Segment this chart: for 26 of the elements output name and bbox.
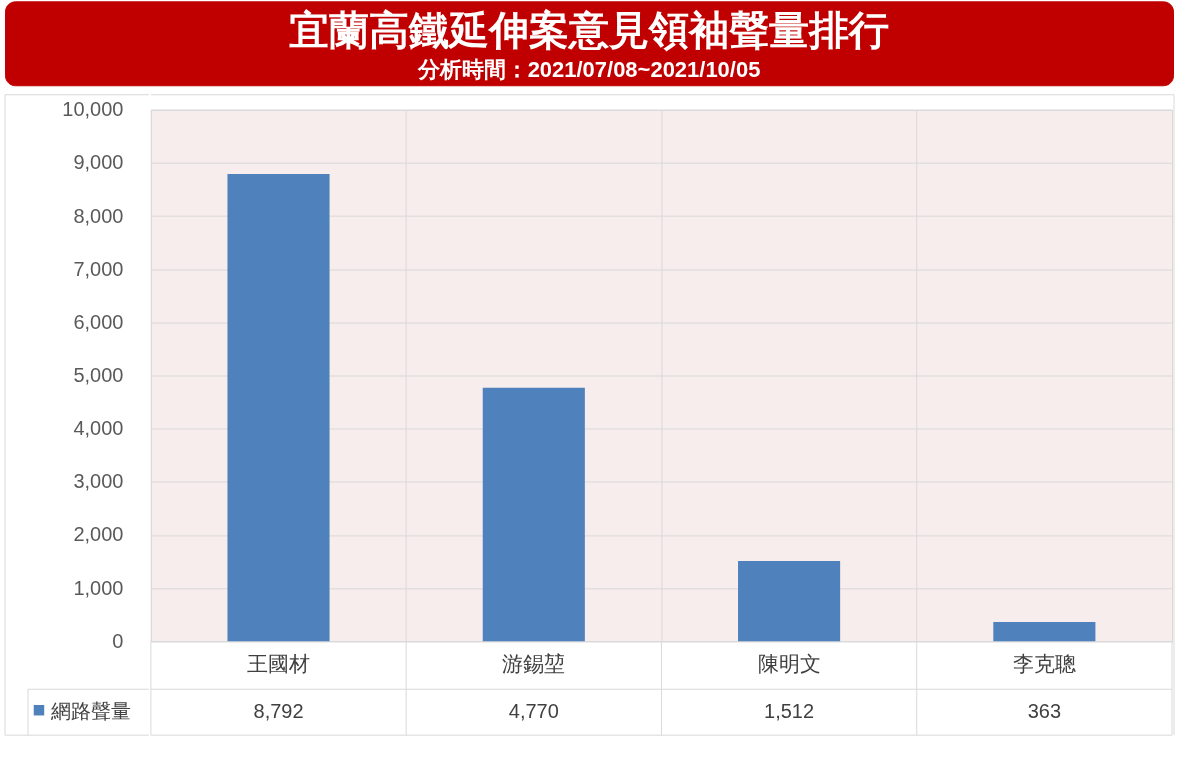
x-tick-label: 游錫堃 <box>502 651 566 675</box>
bar <box>993 621 1096 642</box>
y-tick-label: 4,000 <box>73 417 124 440</box>
y-tick-label: 8,000 <box>73 204 124 227</box>
data-label: 8,792 <box>253 700 304 723</box>
x-tick-label: 李克聰 <box>1012 651 1076 675</box>
data-label: 1,512 <box>764 700 815 723</box>
data-label: 363 <box>1027 700 1062 723</box>
y-tick-label: 3,000 <box>73 470 124 493</box>
legend-label: 網路聲量 <box>49 700 131 723</box>
chart-subtitle: 分析時間：2021/07/08~2021/10/05 <box>416 57 761 83</box>
x-tick-label: 王國材 <box>247 651 311 675</box>
y-tick-label: 9,000 <box>73 151 124 174</box>
bar <box>738 560 841 642</box>
x-tick-label: 陳明文 <box>757 651 821 675</box>
bar <box>482 387 585 642</box>
y-tick-label: 0 <box>112 629 124 652</box>
chart-title: 宜蘭高鐵延伸案意見領袖聲量排行 <box>289 8 889 53</box>
y-tick-label: 7,000 <box>73 257 124 280</box>
y-tick-label: 6,000 <box>73 310 124 333</box>
y-tick-label: 5,000 <box>73 364 124 386</box>
y-tick-label: 1,000 <box>73 576 124 599</box>
y-tick-label: 2,000 <box>73 523 124 546</box>
bar <box>227 173 330 642</box>
y-tick-label: 10,000 <box>62 98 124 121</box>
data-label: 4,770 <box>508 700 559 723</box>
